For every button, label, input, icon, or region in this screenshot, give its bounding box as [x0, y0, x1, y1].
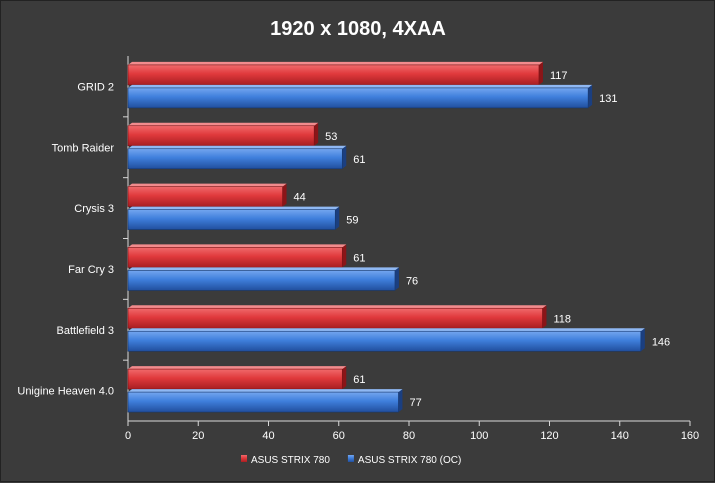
data-label: 44 — [294, 192, 306, 204]
bar-depth — [398, 389, 403, 413]
bar — [127, 307, 543, 329]
legend-label: ASUS STRIX 780 — [251, 455, 330, 466]
x-tick-label: 40 — [262, 430, 274, 442]
category-label: Far Cry 3 — [68, 264, 114, 276]
bar-top — [128, 305, 547, 309]
category-label: Crysis 3 — [74, 203, 114, 215]
bar-top — [128, 244, 347, 248]
category-label: GRID 2 — [77, 81, 114, 93]
bar-top — [128, 122, 319, 126]
data-label: 117 — [550, 70, 568, 82]
bar-top — [128, 328, 645, 332]
data-label: 53 — [325, 131, 337, 143]
bar — [127, 87, 589, 109]
legend-label: ASUS STRIX 780 (OC) — [358, 455, 461, 466]
bar — [127, 186, 283, 207]
bar-top — [128, 84, 593, 88]
plot-area: 0 20 40 60 80 100 120 140 160 GRID 2 117 131 Tomb Ra… — [17, 56, 699, 442]
data-label: 118 — [553, 313, 571, 325]
data-label: 61 — [353, 252, 365, 264]
x-tick-label: 100 — [470, 430, 488, 442]
data-label: 76 — [406, 275, 418, 287]
bar — [127, 125, 315, 147]
bar-depth — [342, 366, 347, 390]
bar-depth — [394, 267, 399, 291]
bar — [127, 209, 336, 230]
bar-depth — [314, 122, 319, 146]
data-label: 61 — [353, 154, 365, 166]
bar — [127, 270, 396, 291]
x-tick-label: 0 — [125, 430, 131, 442]
data-label: 77 — [409, 397, 421, 409]
bar-top — [128, 145, 347, 149]
x-tick-label: 20 — [192, 430, 204, 442]
bar-top — [128, 267, 399, 271]
bar-top — [128, 183, 287, 187]
bar-depth — [342, 244, 347, 268]
bar-top — [128, 206, 340, 210]
bar-top — [128, 389, 403, 393]
bar — [127, 64, 540, 86]
bar-depth — [282, 183, 287, 207]
bar — [127, 368, 343, 390]
chart-title: 1920 x 1080, 4XAA — [270, 18, 446, 40]
bar-depth — [335, 206, 340, 230]
x-tick-label: 60 — [333, 430, 345, 442]
x-tick-label: 140 — [611, 430, 629, 442]
x-tick-label: 80 — [403, 430, 415, 442]
bar-depth — [588, 84, 593, 108]
legend-swatch — [347, 455, 354, 462]
bar-depth — [342, 145, 347, 169]
data-label: 61 — [353, 374, 365, 386]
bar-top — [128, 61, 543, 65]
bar — [127, 391, 399, 413]
data-label: 131 — [599, 93, 617, 105]
category-label: Unigine Heaven 4.0 — [17, 386, 114, 398]
bar-depth — [538, 61, 543, 85]
bar — [127, 148, 343, 170]
bar-depth — [542, 305, 547, 329]
bar — [127, 330, 642, 352]
bar-depth — [640, 328, 645, 352]
data-label: 59 — [346, 215, 358, 227]
legend: ASUS STRIX 780 ASUS STRIX 780 (OC) — [241, 455, 461, 466]
bar-top — [128, 366, 347, 370]
x-tick-label: 120 — [540, 430, 558, 442]
category-label: Tomb Raider — [52, 142, 115, 154]
legend-swatch — [241, 455, 247, 462]
data-label: 146 — [652, 336, 670, 348]
bar — [127, 247, 343, 268]
category-label: Battlefield 3 — [57, 325, 114, 337]
x-tick-label: 160 — [681, 430, 699, 442]
